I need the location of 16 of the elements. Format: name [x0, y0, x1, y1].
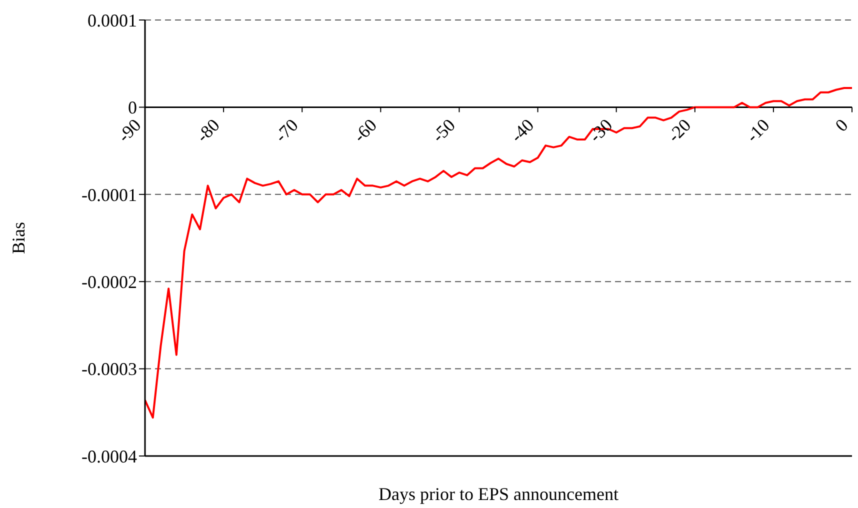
y-tick-label: -0.0002	[82, 272, 137, 292]
y-tick-label: -0.0001	[82, 184, 137, 205]
y-axis-title: Bias	[8, 222, 28, 254]
x-tick-label: -60	[349, 114, 381, 146]
x-tick-label: -30	[585, 114, 616, 146]
x-tick-label: -40	[506, 114, 538, 146]
x-tick-label: 0	[831, 114, 852, 136]
y-tick-label: 0.0001	[88, 10, 137, 30]
x-axis-title: Days prior to EPS announcement	[378, 484, 618, 504]
x-tick-label: -50	[428, 114, 460, 146]
y-tick-label: -0.0004	[82, 446, 137, 466]
x-tick-label: -70	[270, 114, 302, 146]
x-tick-label: -10	[742, 114, 774, 146]
x-tick-label: -20	[664, 114, 695, 146]
y-tick-label: -0.0003	[82, 359, 137, 380]
x-tick-label: -80	[192, 114, 224, 146]
